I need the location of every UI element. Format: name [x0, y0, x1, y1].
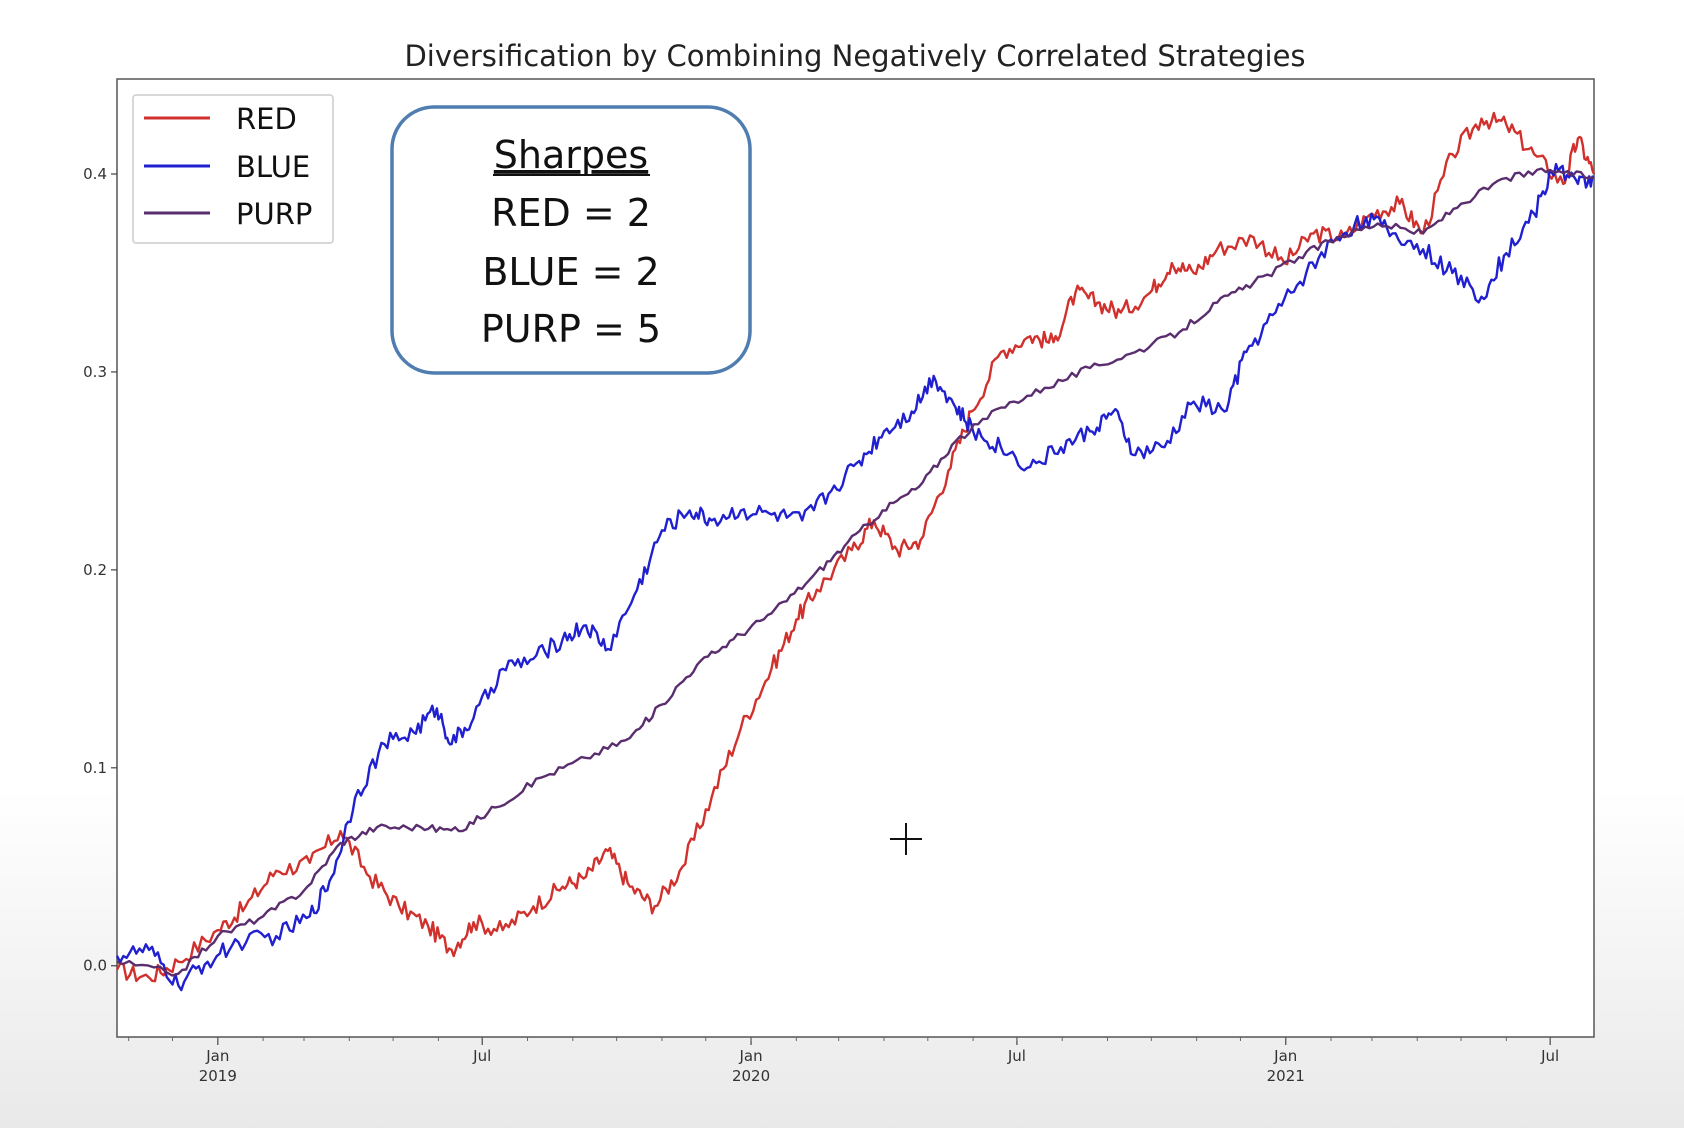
plot-area — [116, 78, 1595, 1038]
y-axis: 0.0 0.1 0.2 0.3 0.4 — [83, 165, 117, 975]
series-layer — [115, 111, 1596, 992]
x-tick-label: Jan — [738, 1047, 762, 1065]
y-tick-label: 0.2 — [83, 561, 107, 579]
legend-label-purp: PURP — [236, 197, 312, 231]
x-tick-year-label: 2020 — [732, 1067, 770, 1085]
sharpes-box — [390, 105, 752, 375]
sharpes-heading: Sharpes — [494, 133, 648, 177]
series-line-blue — [115, 162, 1595, 992]
y-tick-label: 0.0 — [83, 957, 107, 975]
y-tick-label: 0.4 — [83, 165, 107, 183]
crosshair-cursor-icon — [890, 823, 922, 855]
legend-label-blue: BLUE — [236, 150, 310, 184]
legend-box — [132, 94, 334, 244]
y-tick-label: 0.1 — [83, 759, 107, 777]
x-tick-label: Jul — [1007, 1047, 1026, 1065]
x-tick-label: Jul — [1540, 1047, 1559, 1065]
sharpes-line-red: RED = 2 — [491, 191, 651, 235]
sharpes-annotation: Sharpes RED = 2 BLUE = 2 PURP = 5 — [390, 105, 752, 375]
chart-title: Diversification by Combining Negatively … — [404, 39, 1305, 73]
series-line-red — [115, 111, 1596, 983]
x-tick-year-label: 2021 — [1267, 1067, 1305, 1085]
series-line-purp — [116, 167, 1595, 977]
x-axis: Jan 2019 Jul Jan 2020 Jul Jan 2021 Jul — [128, 1037, 1559, 1085]
x-tick-label: Jul — [472, 1047, 491, 1065]
y-tick-label: 0.3 — [83, 363, 107, 381]
sharpes-line-blue: BLUE = 2 — [482, 250, 659, 294]
legend: RED BLUE PURP — [132, 94, 334, 244]
legend-label-red: RED — [236, 102, 297, 136]
x-tick-label: Jan — [1273, 1047, 1297, 1065]
x-tick-label: Jan — [205, 1047, 229, 1065]
sharpes-line-purp: PURP = 5 — [481, 307, 661, 351]
x-tick-year-label: 2019 — [199, 1067, 237, 1085]
